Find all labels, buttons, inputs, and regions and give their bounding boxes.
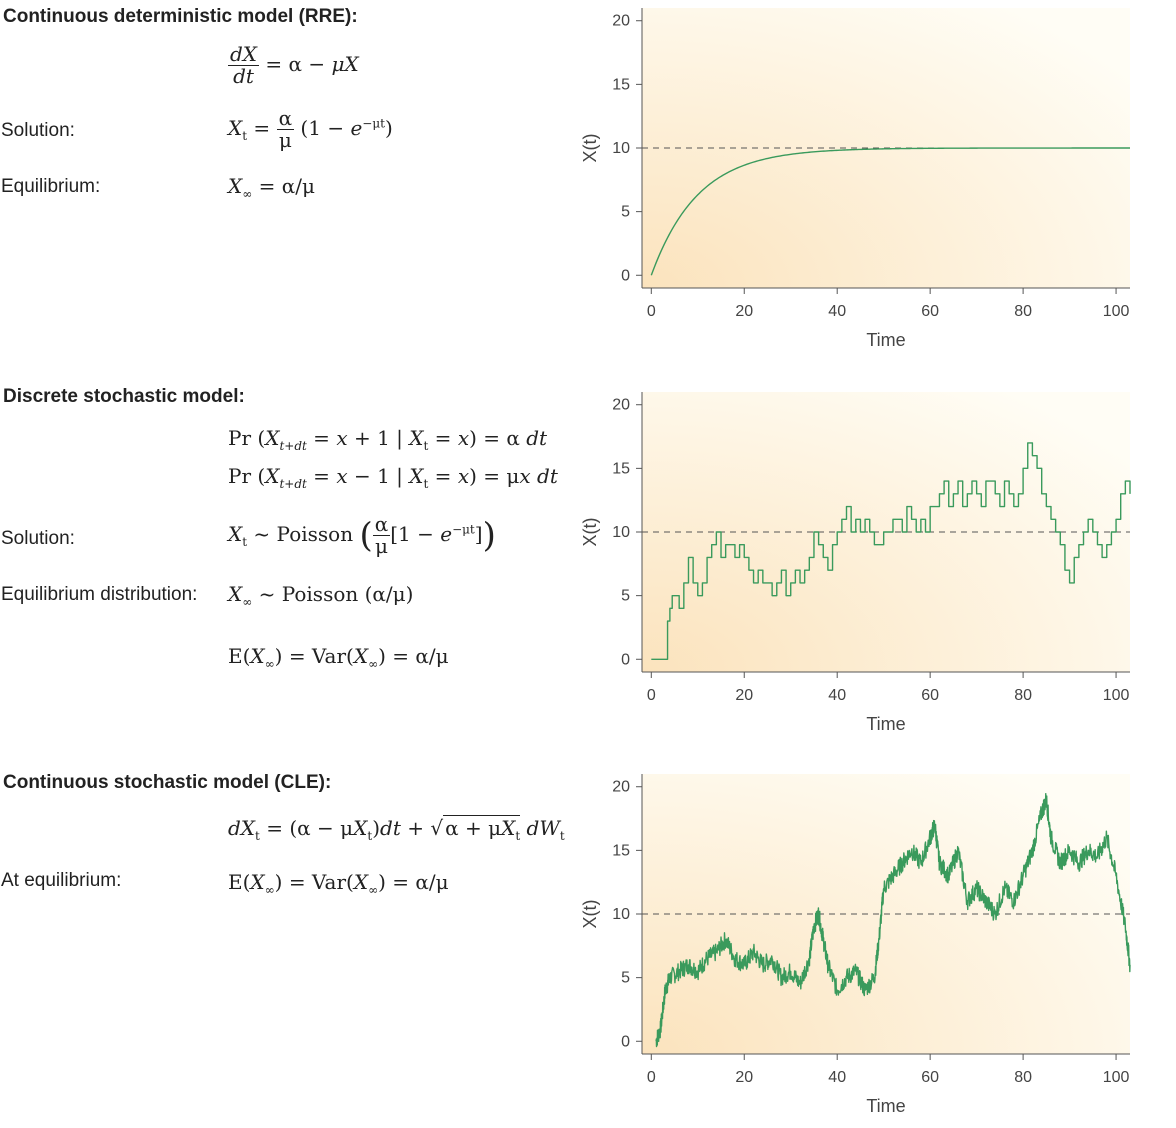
section-title-cle: Continuous stochastic model (CLE):	[3, 772, 332, 793]
equation-discrete-equilibrium: X∞ ~ Poisson (α/μ)	[228, 582, 414, 609]
label-equilibrium-rre: Equilibrium:	[1, 176, 101, 197]
y-axis-label: X(t)	[580, 518, 600, 547]
x-tick-label: 20	[735, 303, 753, 320]
chart-discrete-stochastic: 0 5 10 15 20 0 20 40 60 80 100 Time X(t)	[580, 392, 1131, 734]
x-tick-label: 100	[1103, 303, 1130, 320]
series-line	[650, 147, 1130, 276]
x-tick-label: 0	[647, 687, 656, 704]
x-axis-label: Time	[866, 330, 905, 350]
series-line	[655, 792, 1131, 1048]
section-title-discrete: Discrete stochastic model:	[3, 386, 245, 407]
x-tick-label: 60	[921, 1069, 939, 1086]
y-tick-label: 5	[621, 970, 630, 987]
chart-deterministic: 0 5 10 15 20 0 20 40 60 80 100 Time X(t)	[580, 8, 1130, 350]
y-tick-label: 15	[612, 460, 630, 477]
y-tick-label: 10	[612, 906, 630, 923]
y-tick-label: 0	[621, 267, 630, 284]
equation-rre-equilibrium: X∞ = α/μ	[228, 174, 315, 201]
x-tick-label: 80	[1014, 687, 1032, 704]
x-tick-label: 60	[921, 303, 939, 320]
y-tick-label: 20	[612, 397, 630, 414]
y-tick-label: 5	[621, 588, 630, 605]
equation-discrete-death: Pr (Xt+dt = x − 1 | Xt = x) = μx dt	[228, 464, 558, 491]
y-tick-label: 15	[612, 842, 630, 859]
x-tick-label: 20	[735, 687, 753, 704]
y-tick-label: 20	[612, 13, 630, 30]
section-title-rre: Continuous deterministic model (RRE):	[3, 6, 358, 27]
x-tick-label: 100	[1103, 687, 1130, 704]
x-tick-label: 40	[828, 303, 846, 320]
y-tick-label: 5	[621, 204, 630, 221]
equation-discrete-birth: Pr (Xt+dt = x + 1 | Xt = x) = α dt	[228, 426, 548, 453]
x-axis-label: Time	[866, 714, 905, 734]
x-tick-label: 40	[828, 1069, 846, 1086]
label-equilibrium-discrete: Equilibrium distribution:	[1, 584, 198, 605]
y-axis-label: X(t)	[580, 134, 600, 163]
x-tick-label: 80	[1014, 1069, 1032, 1086]
equation-cle-equilibrium: E(X∞) = Var(X∞) = α/μ	[228, 870, 449, 897]
y-tick-label: 0	[621, 1033, 630, 1050]
equation-discrete-moments: E(X∞) = Var(X∞) = α/μ	[228, 644, 449, 671]
y-tick-label: 20	[612, 779, 630, 796]
equation-discrete-solution: Xt ~ Poisson (α μ [1 − e−μt])	[228, 512, 496, 558]
y-axis-label: X(t)	[580, 900, 600, 929]
x-tick-label: 40	[828, 687, 846, 704]
series-line	[651, 442, 1131, 660]
x-tick-label: 100	[1103, 1069, 1130, 1086]
equation-rre-ode: dX dt = α − μX	[228, 42, 359, 88]
chart-continuous-stochastic: 0 5 10 15 20 0 20 40 60 80 100 Time X(t)	[580, 774, 1131, 1116]
x-tick-label: 0	[647, 1069, 656, 1086]
label-solution-rre: Solution:	[1, 120, 75, 141]
x-tick-label: 80	[1014, 303, 1032, 320]
y-tick-label: 0	[621, 651, 630, 668]
equation-cle-sde: dXt = (α − μXt)dt + √ α + μXt dWt	[228, 815, 565, 843]
x-tick-label: 60	[921, 687, 939, 704]
y-tick-label: 15	[612, 76, 630, 93]
x-axis-label: Time	[866, 1096, 905, 1116]
y-tick-label: 10	[612, 524, 630, 541]
x-tick-label: 20	[735, 1069, 753, 1086]
x-tick-label: 0	[647, 303, 656, 320]
label-equilibrium-cle: At equilibrium:	[1, 870, 122, 891]
y-tick-label: 10	[612, 140, 630, 157]
label-solution-discrete: Solution:	[1, 528, 75, 549]
